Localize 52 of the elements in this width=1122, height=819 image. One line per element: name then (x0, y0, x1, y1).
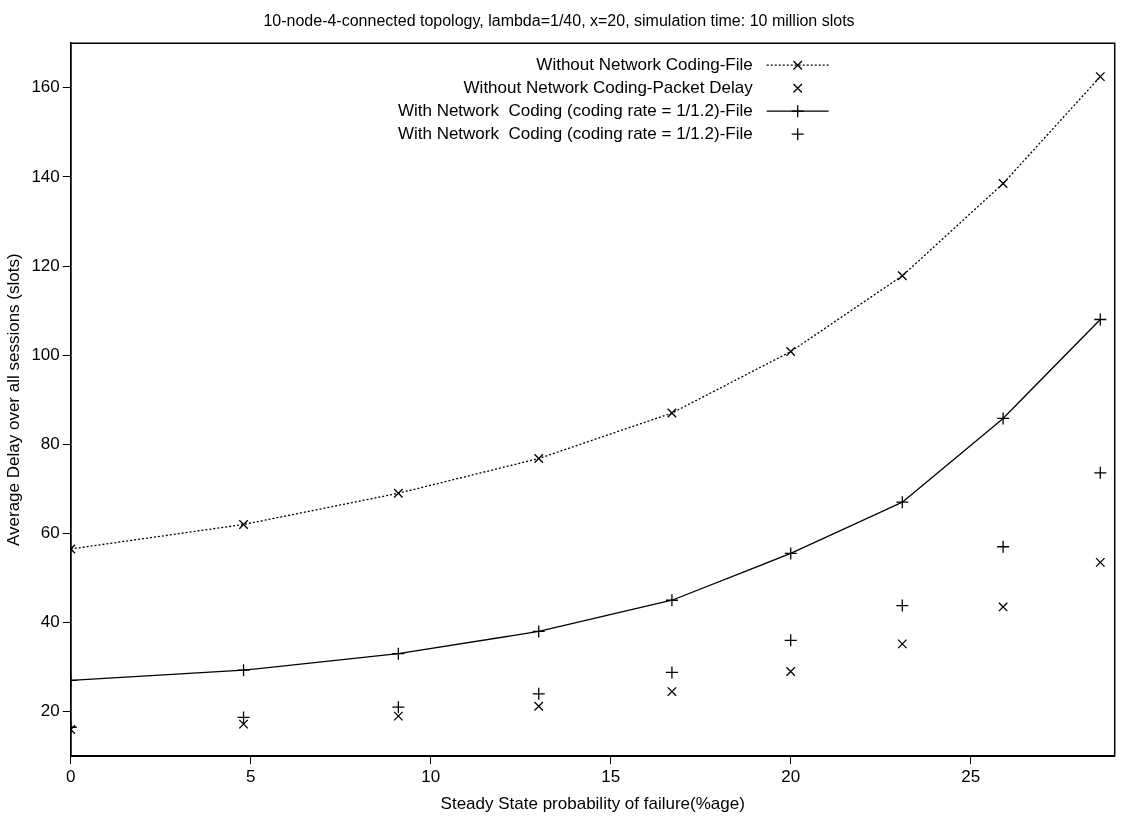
point (895, 598, 909, 613)
point (533, 701, 544, 712)
legend-label: With Network Coding (coding rate = 1/1.2)-File (397, 100, 753, 120)
legend-label: Without Network Coding-File (536, 54, 753, 74)
point (1095, 71, 1106, 82)
point (667, 408, 677, 418)
point (665, 593, 679, 607)
chart-title: 10-node-4-connected topology, lambda=1/40, x=20, simulation time: 10 million slots (263, 12, 855, 30)
point (238, 519, 249, 530)
x-tick-label: 15 (601, 767, 621, 787)
y-axis-title: Average Delay over all sessions (slots) (3, 253, 23, 546)
y-tick-label: 140 (31, 166, 60, 186)
point (1093, 312, 1107, 327)
point (236, 663, 251, 677)
point (393, 488, 404, 499)
point (236, 710, 251, 725)
y-tick-label: 20 (40, 701, 60, 721)
point (665, 665, 679, 680)
point (998, 178, 1008, 189)
point (996, 540, 1010, 554)
legend-label: Without Network Coding-Packet Delay (463, 77, 754, 97)
point (1095, 557, 1106, 568)
point (784, 546, 798, 561)
point (897, 639, 908, 649)
point (667, 686, 677, 697)
x-tick-label: 10 (421, 767, 441, 787)
y-tick-label: 40 (40, 612, 60, 632)
point (391, 647, 405, 661)
y-tick-label: 120 (31, 255, 60, 275)
point (391, 700, 405, 714)
x-tick-label: 0 (66, 767, 76, 787)
x-tick-label: 5 (246, 767, 256, 787)
point (784, 633, 798, 647)
point (393, 711, 404, 721)
x-axis-title: Steady State probability of failure(%age) (440, 794, 745, 814)
y-tick-label: 100 (31, 344, 60, 364)
y-tick-label: 80 (40, 433, 60, 453)
point (785, 346, 796, 357)
point (532, 687, 546, 701)
x-tick-label: 25 (961, 767, 981, 787)
y-tick-label: 160 (31, 77, 60, 97)
point (998, 602, 1008, 612)
point (897, 270, 908, 281)
point (996, 411, 1010, 426)
x-tick-label: 20 (781, 767, 801, 787)
point (895, 495, 909, 509)
legend-label: With Network Coding (coding rate = 1/1.2)-File (397, 123, 753, 143)
point (533, 453, 544, 464)
y-tick-label: 60 (40, 523, 60, 543)
point (785, 666, 796, 677)
point (1093, 466, 1107, 480)
point (532, 624, 546, 639)
